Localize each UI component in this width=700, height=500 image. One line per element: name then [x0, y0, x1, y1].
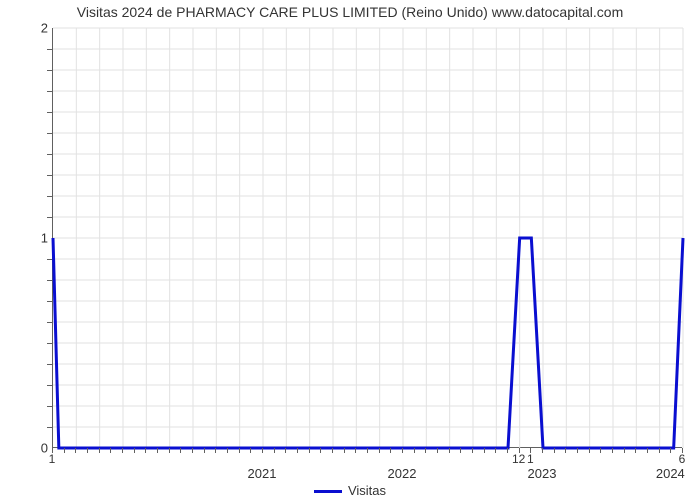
- chart-svg: [53, 28, 683, 448]
- legend: Visitas: [0, 483, 700, 498]
- legend-label: Visitas: [348, 483, 386, 498]
- legend-swatch: [314, 490, 342, 493]
- visits-chart: Visitas 2024 de PHARMACY CARE PLUS LIMIT…: [0, 0, 700, 500]
- y-axis-label: 1: [28, 231, 48, 246]
- x-axis-label: 2021: [248, 466, 277, 481]
- x-axis-label: 1: [527, 452, 534, 466]
- x-axis-label: 2023: [528, 466, 557, 481]
- y-axis-label: 0: [28, 441, 48, 456]
- plot-area: [52, 28, 682, 448]
- x-axis-label: 1: [49, 452, 56, 466]
- y-axis-label: 2: [28, 21, 48, 36]
- x-axis-label: 6: [679, 452, 686, 466]
- x-axis-label: 2022: [388, 466, 417, 481]
- x-axis-label: 2024: [656, 466, 685, 481]
- chart-title: Visitas 2024 de PHARMACY CARE PLUS LIMIT…: [0, 4, 700, 20]
- x-axis-label: 12: [512, 452, 525, 466]
